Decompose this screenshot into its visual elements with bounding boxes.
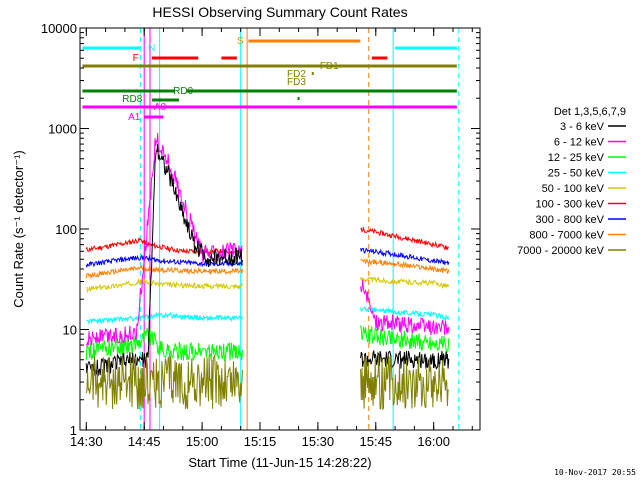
- flag-label: FD3: [287, 77, 306, 88]
- legend-label: 12 - 25 keV: [548, 152, 605, 164]
- y-tick-label: 100: [55, 222, 77, 237]
- legend-label: 25 - 50 keV: [548, 168, 605, 180]
- legend-label: 800 - 7000 keV: [529, 230, 604, 242]
- legend-layer: 3 - 6 keV 6 - 12 keV 12 - 25 keV 25 - 50 ke…: [517, 121, 626, 257]
- timestamp: 10-Nov-2017 20:55: [554, 468, 636, 477]
- legend-label: 3 - 6 keV: [560, 121, 605, 133]
- y-tick-label: 1: [70, 423, 77, 438]
- series-line: [85, 237, 243, 256]
- series-line: [360, 227, 449, 251]
- flag-label: RD0: [173, 86, 193, 97]
- series-line: [360, 276, 450, 290]
- y-tick-label: 10: [63, 323, 77, 338]
- series-layer: [85, 133, 450, 410]
- series-line: [85, 143, 243, 377]
- series-line: [86, 311, 243, 326]
- flag-label: A1: [128, 112, 141, 123]
- x-tick-label: 15:30: [302, 434, 335, 449]
- y-axis-label: Count Rate (s⁻¹ detector⁻¹): [11, 150, 26, 308]
- legend-label: 50 - 100 keV: [542, 183, 605, 195]
- chart-title: HESSI Observing Summary Count Rates: [152, 4, 407, 20]
- flag-label: FD1: [320, 61, 339, 72]
- series-line: [360, 247, 450, 265]
- legend-header: Det 1,3,5,6,7,9: [554, 106, 626, 118]
- series-line: [86, 277, 243, 294]
- y-tick-label: 1000: [48, 122, 77, 137]
- x-tick-label: 14:45: [128, 434, 161, 449]
- flag-label: F: [133, 53, 139, 64]
- y-tick-label: 10000: [41, 21, 77, 36]
- x-tick-label: 14:30: [70, 434, 103, 449]
- flag-label: S: [237, 36, 244, 47]
- series-line: [360, 349, 450, 370]
- legend-label: 300 - 800 keV: [536, 214, 605, 226]
- series-line: [360, 306, 450, 321]
- series-line: [85, 354, 243, 410]
- x-tick-label: 16:00: [417, 434, 450, 449]
- series-line: [360, 257, 450, 275]
- series-line: [85, 264, 243, 280]
- flag-label: N: [148, 43, 155, 54]
- x-tick-label: 15:00: [186, 434, 219, 449]
- series-line: [85, 327, 243, 362]
- flag-label: A0: [154, 102, 167, 113]
- flag-label: RD8: [122, 94, 142, 105]
- flag-label: FD2: [287, 69, 306, 80]
- series-line: [360, 325, 450, 354]
- x-axis-label: Start Time (11-Jun-15 14:28:22): [188, 455, 371, 470]
- axis-layer: 14:30 14:45 15:00 15:15 15:30 15:45 16:00 1 10 10…: [41, 21, 480, 449]
- x-tick-label: 15:15: [244, 434, 277, 449]
- series-line: [360, 279, 450, 336]
- legend-label: 6 - 12 keV: [554, 137, 605, 149]
- x-tick-label: 15:45: [360, 434, 393, 449]
- legend-label: 7000 - 20000 keV: [517, 245, 605, 257]
- legend-label: 100 - 300 keV: [536, 199, 605, 211]
- series-line: [360, 354, 450, 410]
